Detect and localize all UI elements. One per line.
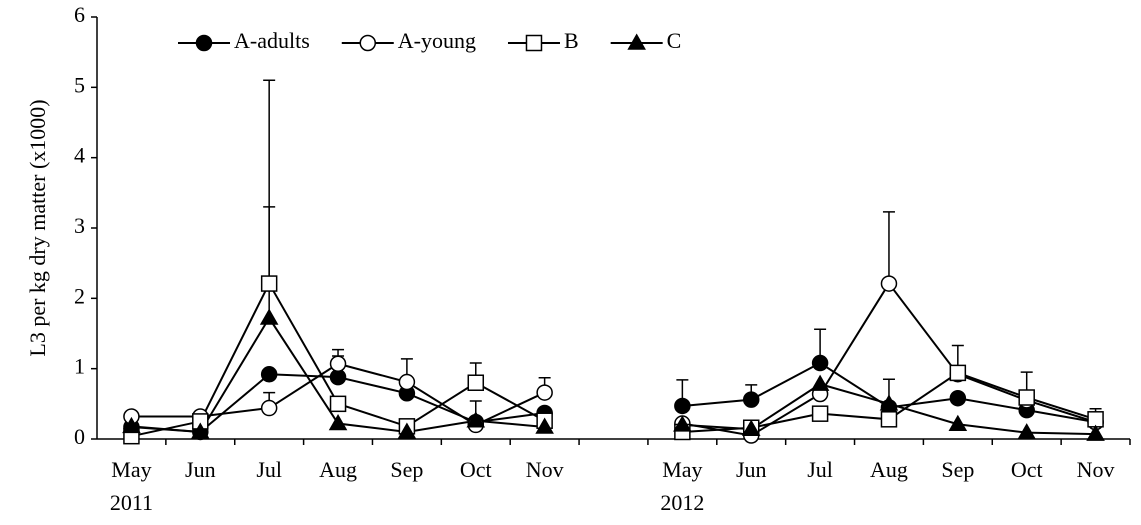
data-point	[260, 399, 278, 417]
data-point	[741, 419, 761, 436]
x-tick-label: Oct	[460, 457, 492, 482]
error-bar	[882, 211, 895, 284]
data-point	[880, 275, 898, 292]
data-point	[811, 354, 829, 372]
data-point	[536, 384, 553, 401]
x-tick-label: Jun	[736, 457, 767, 482]
data-point	[949, 389, 967, 407]
data-point	[398, 373, 416, 391]
data-point	[191, 422, 210, 439]
legend-marker	[195, 34, 213, 52]
legend-label: B	[564, 28, 579, 53]
data-point	[328, 414, 348, 431]
legend-label: C	[667, 28, 682, 53]
data-point	[742, 391, 760, 408]
data-point	[1086, 424, 1105, 441]
data-point	[674, 397, 691, 415]
x-tick-label: Sep	[941, 457, 974, 482]
y-tick-label: 3	[74, 213, 85, 238]
y-tick-label: 4	[74, 143, 85, 168]
x-tick-label: Oct	[1011, 457, 1043, 482]
y-tick-label: 6	[74, 2, 85, 27]
x-tick-label: Jul	[256, 457, 282, 482]
x-tick-label: Jun	[185, 457, 216, 482]
data-point	[1017, 423, 1036, 440]
y-axis-title: L3 per kg dry matter (x1000)	[25, 99, 50, 356]
x-group-label: 2011	[110, 490, 153, 515]
x-tick-label: Nov	[526, 457, 564, 482]
data-point	[811, 405, 829, 422]
x-tick-label: Aug	[870, 457, 908, 482]
legend-marker	[359, 34, 377, 52]
x-tick-label: Sep	[390, 457, 423, 482]
data-point	[879, 394, 899, 411]
data-point	[948, 414, 968, 431]
data-point	[1087, 411, 1104, 428]
error-bar	[263, 206, 276, 319]
data-point	[259, 308, 279, 325]
data-point	[467, 374, 485, 391]
x-group-label: 2012	[660, 490, 704, 515]
x-tick-label: Nov	[1077, 457, 1115, 482]
data-point	[329, 395, 347, 413]
y-tick-label: 0	[74, 424, 85, 449]
data-point	[397, 422, 417, 439]
series-line	[131, 281, 1096, 437]
legend-marker	[525, 34, 543, 52]
y-tick-label: 1	[74, 354, 85, 379]
y-tick-label: 2	[74, 283, 85, 308]
x-tick-label: May	[662, 457, 702, 482]
data-point	[466, 411, 486, 428]
x-tick-label: Aug	[319, 457, 357, 482]
legend-label: A-adults	[234, 28, 310, 53]
legend-marker	[627, 33, 646, 50]
data-point	[949, 364, 967, 382]
y-tick-label: 5	[74, 72, 85, 97]
series-line	[131, 281, 1096, 438]
data-point	[260, 366, 278, 383]
x-tick-label: May	[111, 457, 151, 482]
data-point	[329, 355, 347, 372]
data-point	[810, 374, 830, 391]
data-point	[122, 416, 141, 434]
data-point	[535, 417, 554, 434]
data-point	[1018, 389, 1035, 406]
data-point	[260, 275, 278, 292]
x-tick-label: Jul	[807, 457, 833, 482]
data-point	[673, 415, 692, 432]
legend-label: A-young	[398, 28, 476, 53]
data-point	[880, 411, 898, 428]
